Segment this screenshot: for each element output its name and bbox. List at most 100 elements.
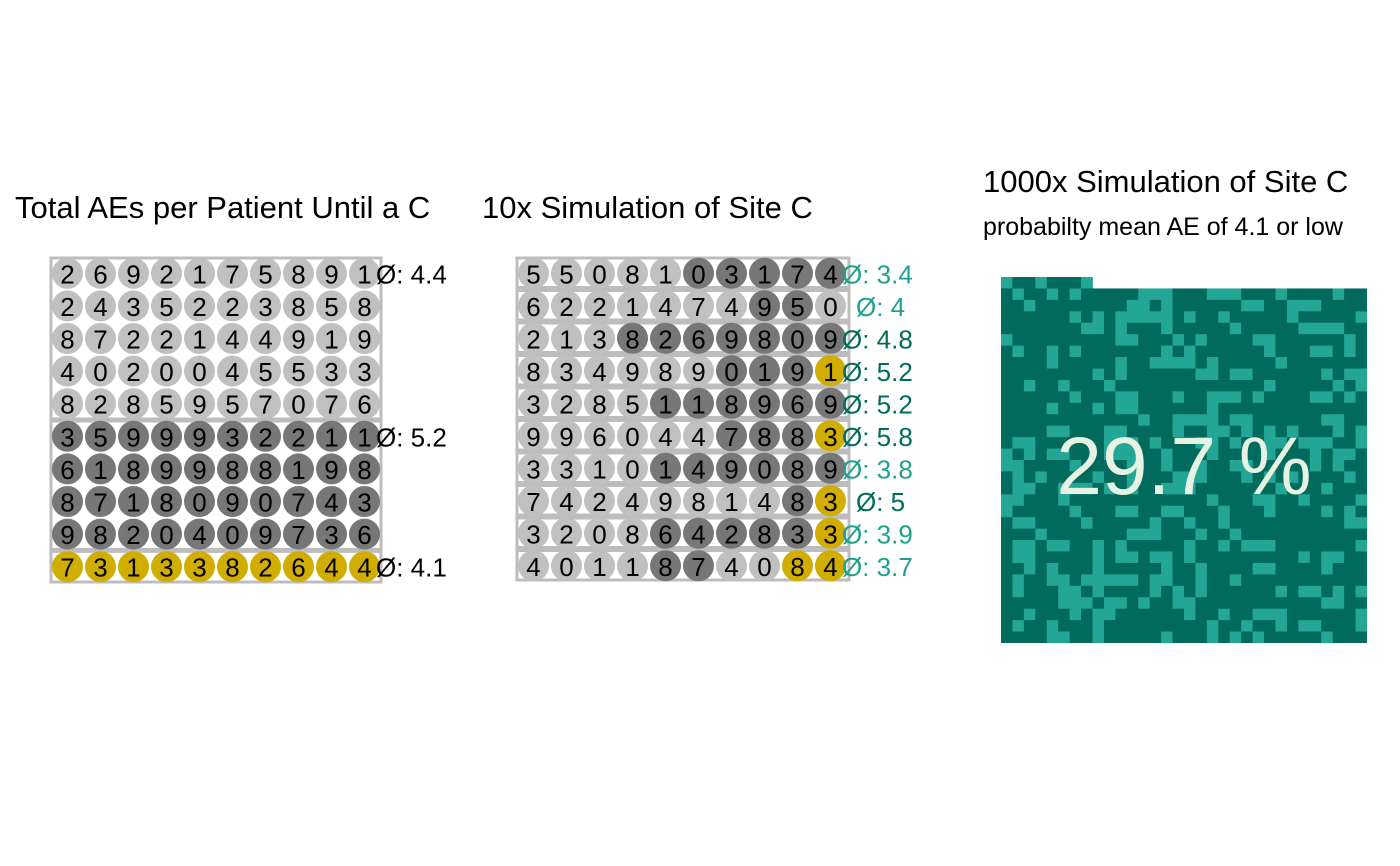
simulation-cell: [1172, 562, 1185, 575]
simulation-cell: [1023, 414, 1036, 427]
simulation-cell: [1058, 357, 1071, 369]
simulation-cell: [1286, 311, 1299, 324]
patient-dot: [349, 257, 380, 289]
simulation-cell: [1172, 311, 1185, 324]
simulation-cell: [1218, 540, 1231, 552]
simulation-cell: [1332, 288, 1345, 301]
simulated-ae-count: 0: [592, 519, 606, 549]
simulation-cell: [1138, 608, 1151, 621]
simulation-cell: [1241, 482, 1254, 495]
simulation-cell: [1321, 460, 1334, 472]
simulated-ae-count: 9: [823, 324, 837, 354]
simulation-cell: [1264, 311, 1276, 324]
simulation-cell: [1081, 505, 1093, 518]
group-mean-label: Ø: 4.1: [376, 553, 447, 583]
simulation-cell: [1332, 471, 1345, 484]
simulated-patient-dot: [650, 355, 681, 387]
simulation-cell: [1069, 585, 1082, 598]
patient-dot: [283, 355, 314, 387]
simulation-cell: [1023, 528, 1036, 541]
simulation-row-box: [515, 386, 851, 419]
patient-ae-count: 9: [60, 520, 74, 550]
simulated-patient-dot: [584, 355, 615, 387]
simulation-cell: [1161, 494, 1173, 507]
simulation-cell: [1195, 402, 1208, 415]
patient-ae-count: 1: [357, 259, 371, 289]
simulation-cell: [1035, 379, 1048, 392]
simulation-cell: [1332, 505, 1345, 518]
simulated-ae-count: 8: [790, 487, 804, 517]
simulation-cell: [1161, 528, 1173, 541]
simulation-cell: [1229, 357, 1242, 369]
simulation-cell: [1046, 357, 1059, 369]
simulated-patient-dot: [683, 485, 714, 517]
patient-dot: [118, 518, 149, 550]
simulation-cell: [1149, 574, 1162, 587]
simulated-patient-dot: [617, 517, 648, 549]
simulation-cell: [1092, 620, 1105, 632]
simulated-patient-dot: [551, 485, 582, 517]
simulation-cell: [1081, 517, 1093, 530]
simulation-cell: [1023, 608, 1036, 621]
simulated-patient-dot: [551, 452, 582, 484]
patient-ae-count: 4: [60, 357, 74, 387]
patient-dot: [250, 453, 281, 485]
simulation-cell: [1229, 334, 1242, 347]
simulated-patient-dot: [683, 517, 714, 549]
simulated-ae-count: 4: [559, 487, 573, 517]
simulated-ae-count: 3: [526, 454, 540, 484]
simulation-cell: [1298, 345, 1311, 358]
patient-ae-count: 2: [192, 292, 206, 322]
simulation-cell: [1344, 391, 1356, 404]
patient-ae-count: 0: [225, 520, 239, 550]
simulated-ae-count: 4: [757, 487, 771, 517]
simulated-ae-count: 3: [592, 324, 606, 354]
simulation-cell: [1092, 391, 1105, 404]
simulation-cell: [1149, 425, 1162, 438]
simulation-cell: [1138, 379, 1151, 392]
simulation-cell: [1241, 311, 1254, 324]
simulation-cell: [1241, 631, 1254, 643]
simulation-cell: [1092, 437, 1105, 449]
simulation-cell: [1321, 562, 1334, 575]
patient-ae-count: 8: [126, 455, 140, 485]
simulation-cell: [1298, 391, 1311, 404]
simulation-cell: [1184, 494, 1196, 507]
simulation-cell: [1172, 379, 1185, 392]
simulation-cell: [1206, 334, 1219, 347]
simulation-cell: [1092, 562, 1105, 575]
simulation-cell: [1195, 551, 1208, 564]
simulation-cell: [1355, 414, 1367, 427]
simulation-cell: [1355, 608, 1367, 621]
simulation-cell: [1252, 437, 1265, 449]
patient-ae-count: 1: [126, 488, 140, 518]
simulated-ae-count: 0: [724, 357, 738, 387]
patient-ae-count: 2: [126, 357, 140, 387]
simulation-cell: [1332, 460, 1345, 472]
simulation-cell: [1332, 482, 1345, 495]
patient-ae-count: 8: [357, 455, 371, 485]
simulation-cell: [1126, 299, 1139, 312]
simulation-cell: [1195, 528, 1208, 541]
simulated-patient-dot: [782, 290, 813, 322]
simulation-cell: [1001, 368, 1013, 381]
simulation-cell: [1332, 368, 1345, 381]
simulation-cell: [1218, 379, 1231, 392]
simulation-cell: [1332, 425, 1345, 438]
simulation-cell: [1046, 482, 1059, 495]
simulation-cell: [1069, 437, 1082, 449]
simulation-cell: [1332, 608, 1345, 621]
simulated-patient-dot: [815, 517, 846, 549]
simulation-cell: [1206, 345, 1219, 358]
simulation-cell: [1344, 368, 1356, 381]
simulated-patient-dot: [518, 387, 549, 419]
simulation-cell: [1229, 631, 1242, 643]
simulation-cell: [1115, 574, 1128, 587]
simulation-cell: [1172, 414, 1185, 427]
simulation-cell: [1241, 448, 1254, 461]
simulation-cell: [1103, 597, 1116, 610]
simulation-cell: [1321, 608, 1334, 621]
simulation-cell: [1138, 517, 1151, 530]
patient-dot: [52, 355, 83, 387]
